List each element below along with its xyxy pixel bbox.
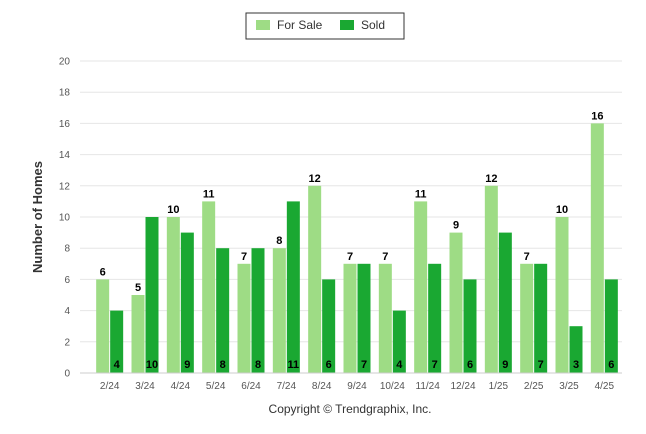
x-tick-label: 2/25 bbox=[524, 381, 544, 392]
y-tick-label: 18 bbox=[59, 88, 71, 99]
x-tick-label: 3/24 bbox=[135, 381, 155, 392]
legend-box bbox=[245, 12, 405, 40]
data-label-sold: 6 bbox=[326, 359, 332, 371]
bar-for-sale bbox=[308, 185, 322, 373]
bar-sold bbox=[322, 279, 336, 373]
x-tick-label: 4/24 bbox=[171, 381, 191, 392]
x-tick-label: 11/24 bbox=[416, 381, 441, 392]
data-label-for-sale: 11 bbox=[415, 188, 427, 200]
bar-for-sale bbox=[590, 123, 604, 374]
bar-for-sale bbox=[484, 185, 498, 373]
y-tick-label: 12 bbox=[59, 181, 71, 192]
data-label-for-sale: 11 bbox=[203, 188, 215, 200]
data-label-sold: 11 bbox=[288, 359, 300, 371]
y-tick-label: 10 bbox=[59, 213, 71, 224]
bar-for-sale bbox=[166, 217, 180, 373]
data-label-sold: 8 bbox=[220, 359, 226, 371]
y-axis: 0 2 4 6 8 10 12 14 16 18 20 bbox=[59, 57, 71, 380]
bar-sold bbox=[216, 248, 230, 373]
data-label-for-sale: 16 bbox=[591, 110, 603, 122]
data-label-for-sale: 12 bbox=[309, 173, 321, 185]
x-tick-label: 7/24 bbox=[277, 381, 297, 392]
data-label-for-sale: 7 bbox=[524, 251, 530, 263]
legend-swatch-sold bbox=[340, 20, 354, 30]
data-label-for-sale: 8 bbox=[276, 235, 282, 247]
data-label-for-sale: 10 bbox=[167, 204, 179, 216]
y-tick-label: 0 bbox=[64, 369, 70, 380]
data-label-sold: 4 bbox=[114, 359, 121, 371]
data-label-sold: 7 bbox=[361, 359, 367, 371]
data-label-sold: 9 bbox=[184, 359, 190, 371]
y-axis-label: Number of Homes bbox=[30, 161, 45, 273]
data-label-for-sale: 6 bbox=[100, 266, 106, 278]
bar-sold bbox=[180, 232, 194, 373]
bar-sold bbox=[145, 217, 159, 373]
x-tick-label: 10/24 bbox=[380, 381, 405, 392]
data-label-sold: 7 bbox=[538, 359, 544, 371]
data-label-sold: 3 bbox=[573, 359, 579, 371]
bar-sold bbox=[392, 310, 406, 373]
bar-sold bbox=[498, 232, 512, 373]
x-tick-label: 5/24 bbox=[206, 381, 226, 392]
data-label-sold: 10 bbox=[146, 359, 158, 371]
bar-sold bbox=[251, 248, 265, 373]
x-tick-label: 2/24 bbox=[100, 381, 120, 392]
x-tick-label: 3/25 bbox=[559, 381, 579, 392]
data-label-sold: 9 bbox=[502, 359, 508, 371]
x-tick-label: 4/25 bbox=[595, 381, 615, 392]
data-label-for-sale: 12 bbox=[485, 173, 497, 185]
data-label-for-sale: 7 bbox=[382, 251, 388, 263]
bar-sold bbox=[463, 279, 477, 373]
y-tick-label: 4 bbox=[64, 306, 70, 317]
x-tick-label: 12/24 bbox=[450, 381, 475, 392]
x-tick-label: 6/24 bbox=[241, 381, 261, 392]
bar-for-sale bbox=[96, 279, 110, 373]
bar-sold bbox=[286, 201, 300, 373]
data-label-for-sale: 9 bbox=[453, 220, 459, 232]
bar-sold bbox=[534, 263, 548, 373]
bar-for-sale bbox=[131, 295, 145, 373]
bar-for-sale bbox=[343, 263, 357, 373]
data-label-for-sale: 5 bbox=[135, 282, 141, 294]
x-tick-label: 8/24 bbox=[312, 381, 332, 392]
y-tick-label: 6 bbox=[64, 275, 70, 286]
y-tick-label: 20 bbox=[59, 57, 71, 68]
x-tick-label: 1/25 bbox=[489, 381, 509, 392]
bar-for-sale bbox=[378, 263, 392, 373]
x-axis: 2/24 3/24 4/24 5/24 6/24 7/24 8/24 9/24 10/24 11/… bbox=[100, 381, 615, 392]
data-label-sold: 7 bbox=[432, 359, 438, 371]
legend-swatch-for-sale bbox=[256, 20, 270, 30]
y-tick-label: 2 bbox=[64, 337, 70, 348]
data-label-for-sale: 7 bbox=[241, 251, 247, 263]
bar-sold bbox=[604, 279, 618, 373]
y-tick-label: 14 bbox=[59, 150, 71, 161]
data-label-for-sale: 7 bbox=[347, 251, 353, 263]
legend-label-sold: Sold bbox=[361, 18, 385, 32]
bar-sold bbox=[357, 263, 371, 373]
bar-for-sale bbox=[414, 201, 428, 373]
bar-for-sale bbox=[555, 217, 569, 373]
bar-for-sale bbox=[520, 263, 534, 373]
data-label-sold: 4 bbox=[396, 359, 403, 371]
x-tick-label: 9/24 bbox=[347, 381, 367, 392]
bar-sold bbox=[569, 326, 583, 373]
copyright-credit: Copyright © Trendgraphix, Inc. bbox=[269, 402, 432, 416]
y-tick-label: 8 bbox=[64, 244, 70, 255]
data-label-sold: 6 bbox=[608, 359, 614, 371]
bar-sold bbox=[428, 263, 442, 373]
bar-for-sale bbox=[449, 232, 463, 373]
data-label-for-sale: 10 bbox=[556, 204, 568, 216]
data-label-sold: 6 bbox=[467, 359, 473, 371]
legend: For Sale Sold bbox=[245, 12, 405, 40]
bars: 6 4 5 10 10 9 11 8 7 8 8 11 12 6 7 7 7 4 11 7 9 6 12 9 7 7 10 3 16 6 bbox=[96, 110, 618, 374]
data-label-sold: 8 bbox=[255, 359, 261, 371]
bar-for-sale bbox=[272, 248, 286, 373]
bar-sold bbox=[110, 310, 124, 373]
bar-for-sale bbox=[202, 201, 216, 373]
y-tick-label: 16 bbox=[59, 119, 71, 130]
bar-for-sale bbox=[237, 263, 251, 373]
legend-label-for-sale: For Sale bbox=[277, 18, 323, 32]
